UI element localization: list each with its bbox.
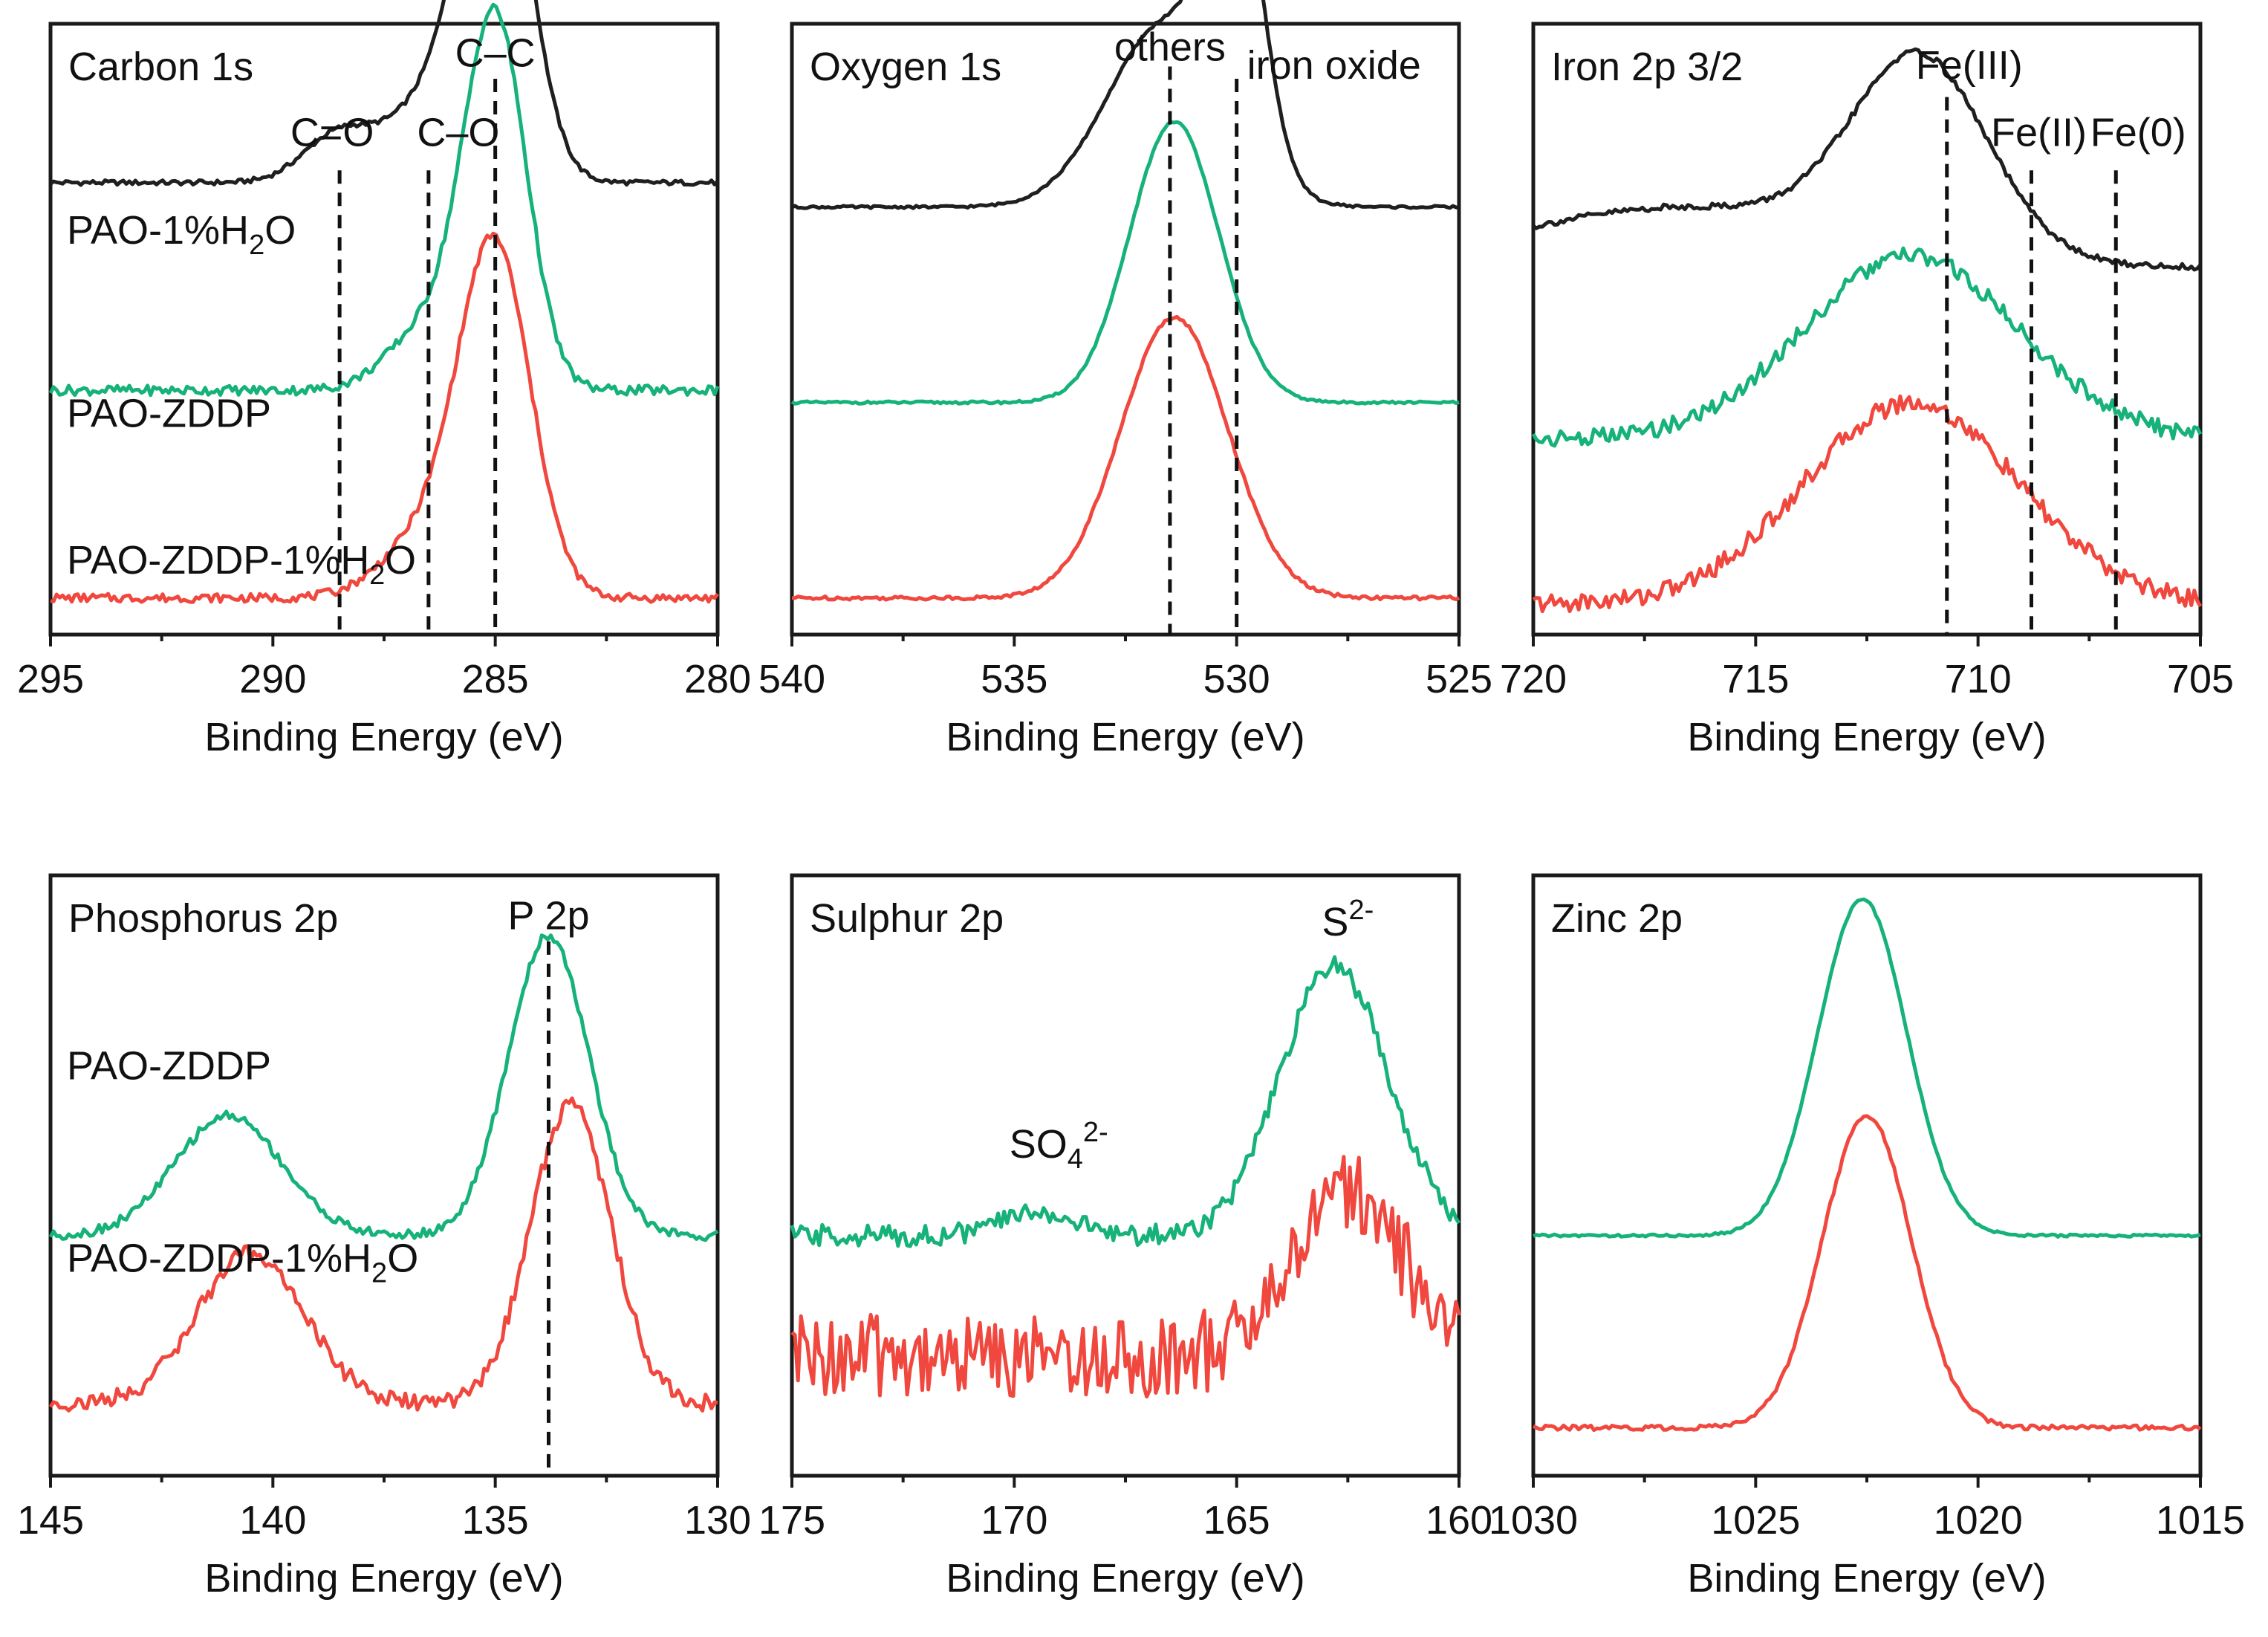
panel-title: Oxygen 1s: [810, 45, 1001, 89]
plot-frame: [790, 22, 1461, 637]
x-axis-label: Binding Energy (eV): [946, 1556, 1304, 1601]
panel-oxygen-1s: 540 535 530 525 Binding Energy (eV) Oxygen 1s…: [758, 0, 1492, 759]
series-pao-1-h2o: [49, 0, 719, 187]
panel-title: Iron 2p 3/2: [1551, 45, 1743, 89]
x-tick-label: 1015: [2156, 1498, 2245, 1543]
x-tick-label: 135: [462, 1498, 529, 1543]
x-tick-label: 1030: [1489, 1498, 1578, 1543]
panel-title: Phosphorus 2p: [68, 896, 338, 941]
x-tick-label: 145: [17, 1498, 84, 1543]
x-tick-label: 530: [1203, 657, 1270, 701]
reference-label-c-c: C–C: [455, 31, 536, 76]
x-tick-label: 140: [239, 1498, 306, 1543]
x-tick-label: 525: [1426, 657, 1492, 701]
annotation-so4: SO42-: [1010, 1117, 1108, 1175]
x-axis-label: Binding Energy (eV): [946, 715, 1304, 759]
x-tick-label: 1025: [1711, 1498, 1800, 1543]
series-pao-1-h2o: [1532, 47, 2202, 272]
x-tick-label: 705: [2167, 657, 2234, 701]
panel-carbon-1s: 295 290 285 280 Binding Energy (eV) Carbon 1s…: [17, 0, 751, 759]
x-tick-label: 295: [17, 657, 84, 701]
x-tick-label: 160: [1426, 1498, 1492, 1543]
x-tick-label: 170: [981, 1498, 1047, 1543]
x-axis-label: Binding Energy (eV): [1687, 715, 2046, 759]
reference-label-fe-0: Fe(0): [2090, 110, 2186, 155]
x-tick-label: 285: [462, 657, 529, 701]
x-tick-label: 710: [1945, 657, 2012, 701]
panel-zinc-2p: 1030 1025 1020 1015 Binding Energy (eV) Zinc …: [1489, 873, 2245, 1601]
series-label-pao-1-h2o: PAO-1%H2O: [67, 208, 296, 261]
annotation-s: S2-: [1322, 895, 1374, 944]
panel-iron-2p-3-2: 720 715 710 705 Binding Energy (eV) Iron 2p 3…: [1500, 22, 2234, 759]
reference-label-p-2p: P 2p: [507, 894, 589, 939]
series-pao-zddp: [1531, 246, 2203, 448]
series-pao-zddp-1-h2o: [1532, 1114, 2202, 1433]
series-pao-zddp: [48, 2, 720, 398]
x-tick-label: 165: [1203, 1498, 1270, 1543]
panel-title: Sulphur 2p: [810, 896, 1004, 941]
reference-label-iron-oxide: iron oxide: [1247, 43, 1421, 88]
series-pao-zddp-1-h2o: [50, 231, 719, 604]
series-pao-zddp: [48, 933, 719, 1242]
reference-label-fe-iii: Fe(III): [1916, 43, 2023, 88]
reference-label-c-o: C–O: [417, 110, 499, 155]
x-tick-label: 1020: [1934, 1498, 2023, 1543]
series-pao-zddp: [790, 955, 1461, 1248]
series-pao-zddp: [790, 120, 1460, 406]
x-tick-label: 130: [684, 1498, 751, 1543]
x-tick-label: 175: [758, 1498, 825, 1543]
plot-frame: [48, 873, 720, 1478]
series-pao-zddp-1-h2o: [1532, 394, 2203, 614]
x-tick-label: 715: [1722, 657, 1789, 701]
x-tick-label: 280: [684, 657, 751, 701]
x-axis-label: Binding Energy (eV): [204, 715, 563, 759]
reference-label-others: others: [1114, 25, 1226, 69]
panel-title: Carbon 1s: [68, 45, 253, 89]
series-pao-zddp-1-h2o: [48, 1096, 718, 1413]
panel-phosphorus-2p: 145 140 135 130 Binding Energy (eV) Phosphoru…: [17, 873, 751, 1601]
series-pao-zddp-1-h2o: [790, 1155, 1461, 1398]
x-axis-label: Binding Energy (eV): [1687, 1556, 2046, 1601]
x-tick-label: 720: [1500, 657, 1567, 701]
x-tick-label: 290: [239, 657, 306, 701]
reference-label-c-o: C=O: [290, 110, 374, 155]
panel-sulphur-2p: 175 170 165 160 Binding Energy (eV) Sulphur 2…: [758, 873, 1492, 1601]
plot-frame: [1531, 873, 2203, 1478]
series-label-pao-zddp-1-h2o: PAO-ZDDP-1%H2O: [67, 1236, 418, 1288]
x-tick-label: 540: [758, 657, 825, 701]
series-label-pao-zddp: PAO-ZDDP: [67, 1044, 271, 1089]
series-pao-zddp: [1532, 897, 2201, 1239]
series-label-pao-zddp: PAO-ZDDP: [67, 392, 271, 436]
series-pao-1-h2o: [790, 0, 1460, 210]
x-axis-label: Binding Energy (eV): [204, 1556, 563, 1601]
series-label-pao-zddp-1-h2o: PAO-ZDDP-1%H2O: [67, 538, 416, 591]
series-pao-zddp-1-h2o: [792, 314, 1460, 602]
reference-label-fe-ii: Fe(II): [1991, 110, 2087, 155]
panel-title: Zinc 2p: [1551, 896, 1683, 941]
x-tick-label: 535: [981, 657, 1047, 701]
